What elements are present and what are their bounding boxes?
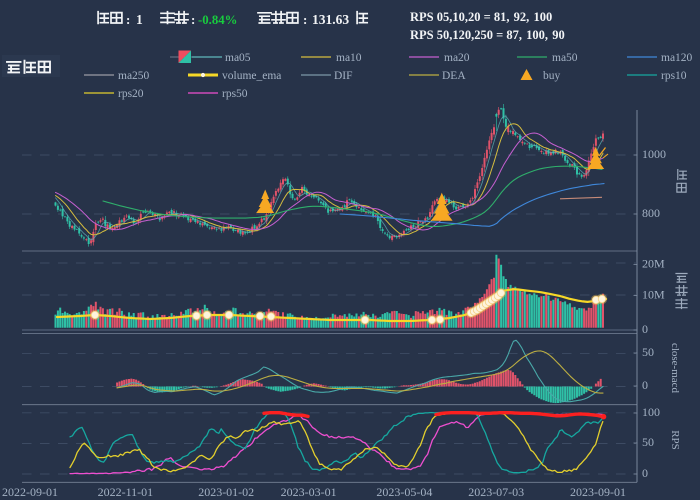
svg-text::: :: [126, 12, 130, 27]
svg-text:ma10: ma10: [336, 52, 362, 64]
svg-text:131.63: 131.63: [312, 12, 349, 27]
svg-text:RPS 50,120,250 = 87, 100, 90: RPS 50,120,250 = 87, 100, 90: [410, 28, 565, 42]
svg-text:buy: buy: [543, 70, 561, 82]
svg-text::: :: [303, 12, 307, 27]
svg-text:RPS: RPS: [669, 430, 681, 450]
svg-text:2023-05-04: 2023-05-04: [376, 485, 432, 499]
svg-text:rps10: rps10: [661, 70, 687, 82]
svg-text:20M: 20M: [642, 257, 665, 271]
svg-text:RPS 05,10,20 = 81, 92, 100: RPS 05,10,20 = 81, 92, 100: [410, 10, 552, 24]
svg-text:2022-11-01: 2022-11-01: [98, 485, 154, 499]
svg-text:2022-09-01: 2022-09-01: [2, 485, 58, 499]
svg-text:ma250: ma250: [118, 70, 150, 82]
svg-text:10M: 10M: [642, 288, 665, 302]
svg-text:2023-01-02: 2023-01-02: [198, 485, 254, 499]
svg-text:2023-07-03: 2023-07-03: [468, 485, 524, 499]
svg-text:ma20: ma20: [444, 52, 470, 64]
svg-text:100: 100: [642, 405, 660, 419]
svg-text:DEA: DEA: [442, 70, 466, 82]
svg-text:0: 0: [642, 378, 648, 392]
svg-text:50: 50: [642, 345, 654, 359]
svg-text:1000: 1000: [642, 147, 666, 161]
svg-text:ma120: ma120: [661, 52, 693, 64]
svg-text:close-macd: close-macd: [669, 343, 681, 394]
svg-text:50: 50: [642, 435, 654, 449]
svg-text:0: 0: [642, 322, 648, 336]
svg-text:ma05: ma05: [225, 52, 251, 64]
svg-text:800: 800: [642, 206, 660, 220]
svg-text:volume_ema: volume_ema: [222, 70, 281, 82]
svg-text:DIF: DIF: [334, 70, 353, 82]
svg-text:rps50: rps50: [222, 88, 248, 100]
svg-text::: :: [191, 12, 195, 27]
svg-text:2023-09-01: 2023-09-01: [570, 485, 626, 499]
svg-text:1: 1: [136, 12, 143, 27]
svg-text:rps20: rps20: [118, 88, 144, 100]
svg-text:-0.84%: -0.84%: [198, 13, 237, 27]
svg-text:0: 0: [642, 466, 648, 480]
svg-text:ma50: ma50: [552, 52, 578, 64]
svg-text:2023-03-01: 2023-03-01: [281, 485, 337, 499]
